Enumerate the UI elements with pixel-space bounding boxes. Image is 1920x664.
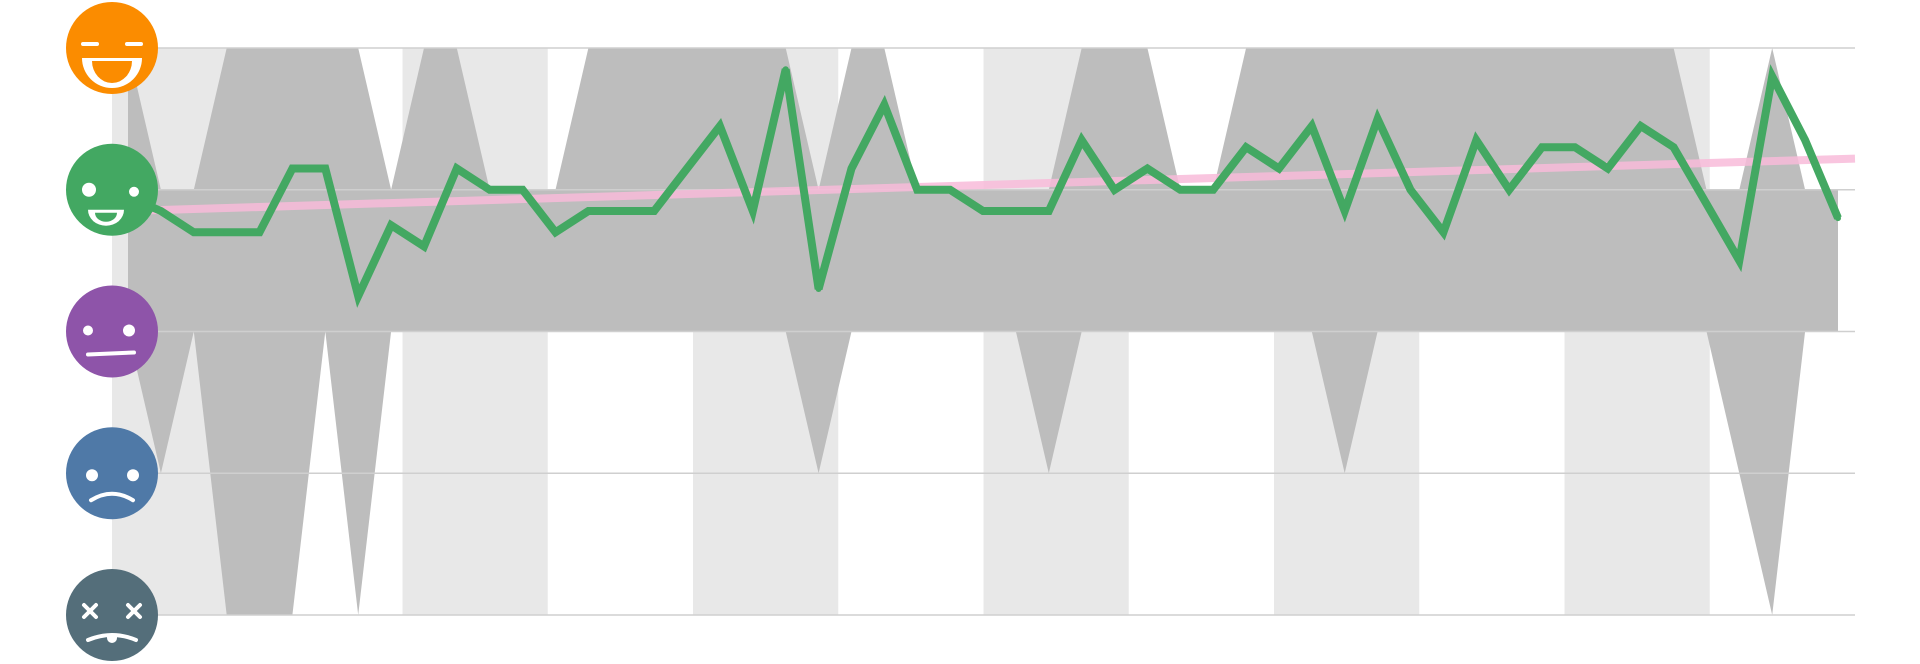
meh-face-icon <box>66 285 158 378</box>
mood-data-point <box>1703 200 1710 207</box>
mood-data-point <box>190 229 197 236</box>
mood-data-point <box>1275 165 1282 172</box>
mood-data-point <box>782 66 789 73</box>
mood-data-point <box>322 165 329 172</box>
mood-data-point <box>1571 144 1578 151</box>
bad-face-icon <box>66 427 158 520</box>
mood-data-point <box>881 101 888 108</box>
mood-data-point <box>914 186 921 193</box>
mood-data-point <box>1506 186 1513 193</box>
mood-data-point <box>1012 208 1019 215</box>
mood-data-point <box>1243 144 1250 151</box>
awful-face-icon <box>66 569 158 661</box>
mood-data-point <box>1341 208 1348 215</box>
mood-data-point <box>651 208 658 215</box>
mood-data-point <box>947 186 954 193</box>
mood-data-point <box>1440 229 1447 236</box>
mood-data-point <box>980 208 986 215</box>
mood-data-point <box>256 229 263 236</box>
trend-line <box>127 154 1856 216</box>
mood-data-point <box>848 165 855 172</box>
good-face-icon <box>66 143 158 236</box>
mood-data-point <box>815 285 822 292</box>
mood-data-point <box>585 208 592 215</box>
mood-data-point <box>453 165 460 172</box>
mood-data-point <box>552 229 559 236</box>
grid-lines <box>112 47 1855 616</box>
rad-face-icon <box>66 2 158 94</box>
mood-data-point <box>1144 165 1151 172</box>
mood-data-point <box>486 186 493 193</box>
mood-data-point <box>289 165 296 172</box>
mood-data-point <box>1802 137 1809 144</box>
mood-data-point <box>1177 186 1184 193</box>
trend-line-layer <box>127 154 1856 216</box>
mood-data-point <box>749 208 756 215</box>
mood-level-icons <box>66 2 158 661</box>
mood-data-point <box>1637 122 1644 129</box>
mood-data-point <box>1308 122 1315 129</box>
mood-data-point <box>1210 186 1217 193</box>
mood-data-point <box>157 208 164 215</box>
mood-data-point <box>355 293 362 300</box>
mood-data-point <box>1736 257 1743 264</box>
mood-data-point <box>618 208 625 215</box>
mood-data-point <box>1045 208 1052 215</box>
mood-data-point <box>1539 144 1546 151</box>
mood-data-point <box>1374 115 1381 122</box>
mood-data-point <box>420 243 427 250</box>
mood-data-point <box>1769 73 1776 80</box>
mood-data-point <box>1473 137 1480 144</box>
mood-data-point <box>1835 215 1841 222</box>
mood-series-layer <box>125 64 1842 308</box>
mood-data-point <box>1078 137 1085 144</box>
mood-data-point <box>223 229 230 236</box>
mood-data-point <box>1111 186 1118 193</box>
mood-data-point <box>519 186 526 193</box>
mood-data-point <box>684 165 691 172</box>
mood-data-point <box>716 122 723 129</box>
mood-data-point <box>1407 186 1414 193</box>
mood-data-point <box>388 222 395 229</box>
mood-data-point <box>1604 165 1611 172</box>
mood-data-point <box>1670 144 1677 151</box>
